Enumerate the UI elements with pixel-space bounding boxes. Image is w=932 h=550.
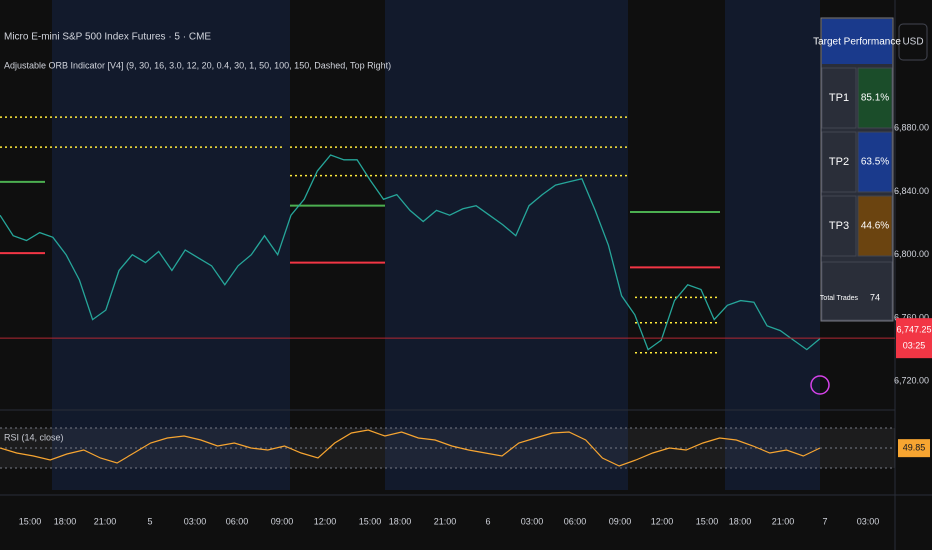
session-shade: [725, 0, 820, 490]
symbol-title: Micro E-mini S&P 500 Index Futures · 5 ·…: [4, 32, 211, 43]
time-label: 7: [822, 516, 827, 526]
row-label-cell: [821, 131, 857, 193]
indicator-title: Adjustable ORB Indicator [V4] (9, 30, 16…: [4, 60, 391, 70]
last-price-label: 6,747.25: [896, 325, 931, 335]
row-label: TP3: [829, 220, 849, 232]
time-label: 03:00: [184, 516, 207, 526]
time-label: 6: [485, 516, 490, 526]
time-label: 21:00: [772, 516, 795, 526]
countdown: 03:25: [903, 341, 926, 351]
row-label: TP2: [829, 156, 849, 168]
time-label: 21:00: [434, 516, 457, 526]
row-value: 63.5%: [861, 157, 889, 168]
last-price-box: [896, 318, 932, 359]
y-tick-label: 6,800.00: [894, 249, 929, 259]
row-label: TP1: [829, 92, 849, 104]
currency-button[interactable]: [898, 23, 928, 61]
row-value: 85.1%: [861, 93, 889, 104]
time-label: 15:00: [19, 516, 42, 526]
row-value-cell: [857, 131, 893, 193]
table-title: Target Performance: [813, 37, 901, 48]
time-label: 03:00: [857, 516, 880, 526]
performance-table: Target Performance TP1 85.1% TP2 63.5% TP3 44.…: [813, 17, 901, 322]
y-tick-label: 6,880.00: [894, 123, 929, 133]
total-label: Total Trades: [820, 295, 859, 302]
time-label: 18:00: [729, 516, 752, 526]
time-label: 06:00: [226, 516, 249, 526]
rsi-last-label: 49.85: [903, 443, 926, 453]
y-tick-label: 6,760.00: [894, 312, 929, 322]
time-label: 15:00: [696, 516, 719, 526]
row-label-cell: [821, 195, 857, 257]
time-label: 5: [147, 516, 152, 526]
time-label: 12:00: [314, 516, 337, 526]
time-label: 09:00: [609, 516, 632, 526]
y-tick-label: 6,840.00: [894, 186, 929, 196]
row-label-cell: [821, 67, 857, 129]
time-label: 03:00: [521, 516, 544, 526]
total-value: 74: [870, 292, 880, 302]
table-header: [822, 19, 892, 64]
time-label: 15:00: [359, 516, 382, 526]
rsi-label: RSI (14, close): [4, 432, 64, 442]
time-label: 18:00: [54, 516, 77, 526]
time-label: 06:00: [564, 516, 587, 526]
y-tick-label: 6,720.00: [894, 376, 929, 386]
time-label: 12:00: [651, 516, 674, 526]
row-value-cell: [857, 195, 893, 257]
alert-icon[interactable]: [810, 375, 830, 395]
price-line: [0, 154, 821, 351]
session-shade: [385, 0, 628, 490]
row-value-cell: [857, 67, 893, 129]
time-label: 18:00: [389, 516, 412, 526]
time-label: 21:00: [94, 516, 117, 526]
total-cell: [821, 261, 893, 321]
currency[interactable]: USD: [902, 37, 923, 48]
row-value: 44.6%: [861, 221, 889, 232]
rsi-last-box: [898, 439, 930, 458]
time-label: 09:00: [271, 516, 294, 526]
rsi-line: [0, 429, 821, 467]
session-shade: [52, 0, 290, 490]
